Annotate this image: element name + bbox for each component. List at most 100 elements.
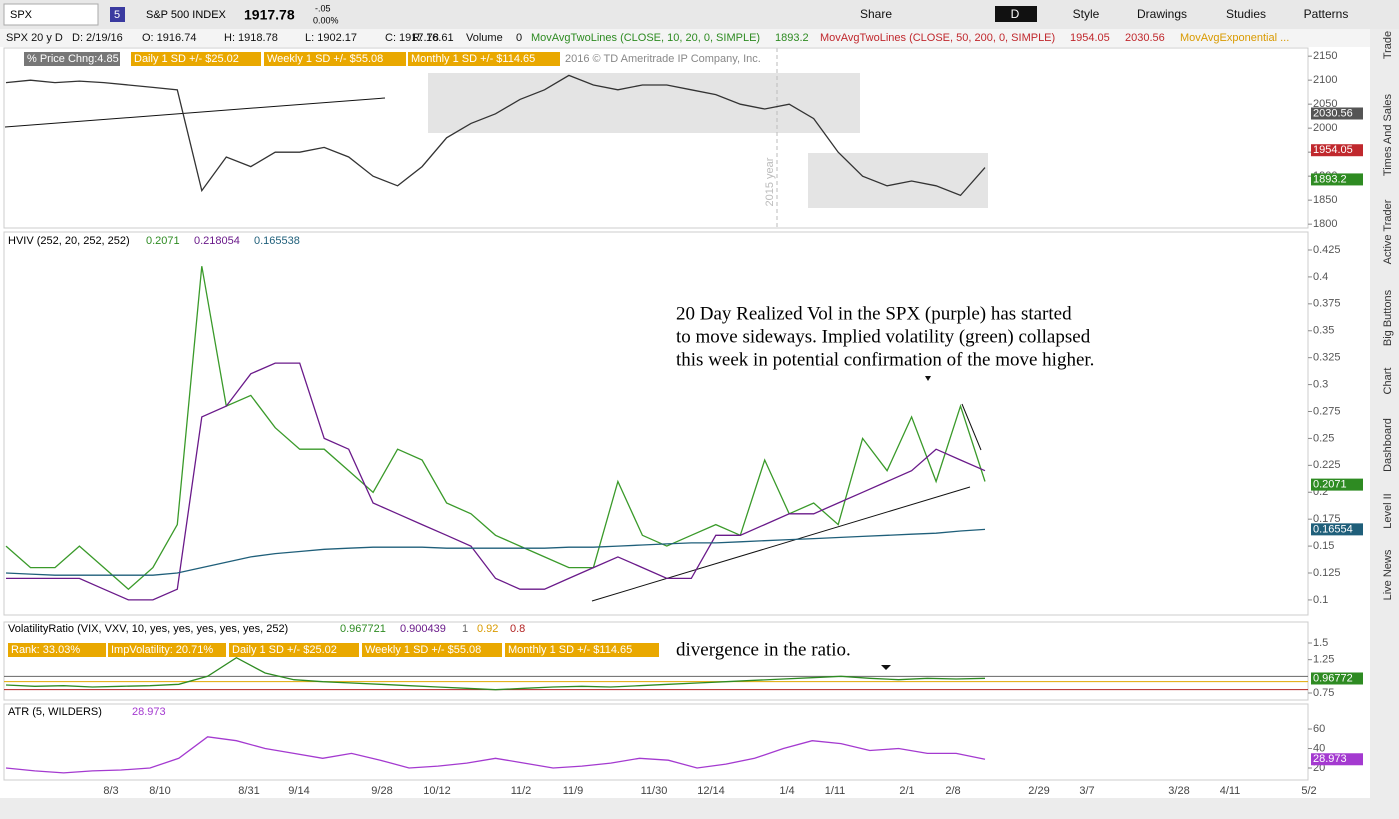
y-tick-label: 0.375 [1313,298,1341,310]
study-label: Monthly 1 SD +/- $114.65 [411,53,535,65]
price-badge-label: 0.2071 [1313,479,1347,491]
trendline [4,97,386,128]
x-tick-label: 3/28 [1168,785,1189,797]
series-line [5,656,986,691]
badge-bg [110,7,125,22]
info-item: MovAvgTwoLines (CLOSE, 50, 200, 0, SIMPL… [820,32,1055,44]
toolbar-button[interactable]: Studies [1226,7,1266,21]
sidebar-tab[interactable]: Times And Sales [1382,93,1394,176]
study-label-bg [229,643,359,657]
toolbar-button[interactable]: D [1011,7,1020,21]
sidebar-tab[interactable]: Big Buttons [1382,289,1394,346]
x-tick-label: 1/4 [779,785,794,797]
reading: 0.900439 [400,623,446,635]
y-tick-label: 0.3 [1313,378,1328,390]
price-badge-label: 0.96772 [1313,672,1353,684]
sidebar-tab[interactable]: Dashboard [1382,418,1394,472]
x-tick-label: 4/11 [1220,785,1241,797]
price-badge [1311,144,1363,157]
x-tick-label: 8/31 [238,785,259,797]
study-label-bg [8,643,106,657]
annotation: 20 Day Realized Vol in the SPX (purple) … [676,303,1072,324]
price-badge-label: 1954.05 [1313,144,1353,156]
trendline [591,486,971,602]
level-label: 0.8 [510,623,525,635]
reading: 0.2071 [146,235,180,247]
level-label: 0.92 [477,623,498,635]
toolbar-button[interactable]: Patterns [1304,7,1349,21]
y-tick-label: 2000 [1313,122,1337,134]
toolbar-button[interactable]: Style [1073,7,1100,21]
reading: 0.218054 [194,235,240,247]
x-tick-label: 9/14 [288,785,309,797]
x-tick-label: 8/3 [103,785,118,797]
info-item: 0 [516,32,522,44]
toolbar-bg [0,0,1399,29]
toolbar-button[interactable]: Drawings [1137,7,1187,21]
y-tick-label: 1.5 [1313,637,1328,649]
y-tick-label: 0.175 [1313,513,1341,525]
sidebar-tab[interactable]: Active Trader [1382,199,1394,264]
sidebar-tab[interactable]: Chart [1382,368,1394,395]
price-badge [1311,753,1363,766]
y-tick-label: 0.225 [1313,459,1341,471]
info-item: Volume [466,32,503,44]
marker [925,376,931,381]
panel-frame [3,621,1309,701]
y-tick-label: 2050 [1313,98,1337,110]
study-label: Monthly 1 SD +/- $114.65 [508,644,632,656]
study-label: Weekly 1 SD +/- $55.08 [365,644,481,656]
study-label-bg [362,643,502,657]
annotation: this week in potential confirmation of t… [676,349,1094,370]
change: -.05 [315,3,331,13]
y-tick-label: 0.25 [1313,432,1334,444]
info-item: 2030.56 [1125,32,1165,44]
info-item: L: 1902.17 [305,32,357,44]
copyright: 2016 © TD Ameritrade IP Company, Inc. [565,53,761,65]
toolbar-button[interactable]: Share [860,7,892,21]
period-bg[interactable] [995,6,1037,22]
info-item: 1954.05 [1070,32,1110,44]
x-tick-label: 10/12 [423,785,451,797]
y-tick-label: 1.25 [1313,654,1334,666]
series-line [5,736,986,774]
x-tick-label: 1/11 [825,785,846,797]
x-tick-label: 2/1 [899,785,914,797]
info-item: SPX 20 y D [6,32,63,44]
study-label-bg [408,52,560,66]
sidebar-tab[interactable]: Live News [1382,549,1394,600]
study-label-bg [131,52,261,66]
study-label-bg [24,52,120,66]
sidebar-tab[interactable]: Trade [1382,31,1394,59]
reading: 0.967721 [340,623,386,635]
info-item: 1893.2 [775,32,809,44]
series-line [5,528,986,576]
info-item: MovAvgExponential ... [1180,32,1289,44]
study-label: % Price Chng:4.85 [27,53,119,65]
annotation: divergence in the ratio. [676,639,851,660]
price-badge [1311,523,1363,536]
study-label-bg [264,52,406,66]
study-label: Rank: 33.03% [11,644,80,656]
x-tick-label: 5/2 [1301,785,1316,797]
link-badge: 5 [114,9,120,21]
info-item: C: 1917.78 [385,32,439,44]
panel-frame [3,231,1309,616]
y-tick-label: 2150 [1313,50,1337,62]
symbol-box[interactable] [3,3,99,26]
study-label-bg [505,643,659,657]
price-badge-label: 28.973 [1313,753,1347,765]
sidebar-tab[interactable]: Level II [1382,493,1394,528]
y-tick-label: 0.325 [1313,352,1341,364]
y-tick-label: 0.275 [1313,405,1341,417]
price-badge [1311,672,1363,685]
x-tick-label: 11/2 [511,785,532,797]
description: S&P 500 INDEX [146,9,227,21]
range-box [428,73,860,133]
last-price: 1917.78 [244,7,295,23]
panel-frame [3,703,1309,781]
y-tick-label: 0.125 [1313,567,1341,579]
study-label: Daily 1 SD +/- $25.02 [134,53,239,65]
footer-bg [0,798,1370,819]
